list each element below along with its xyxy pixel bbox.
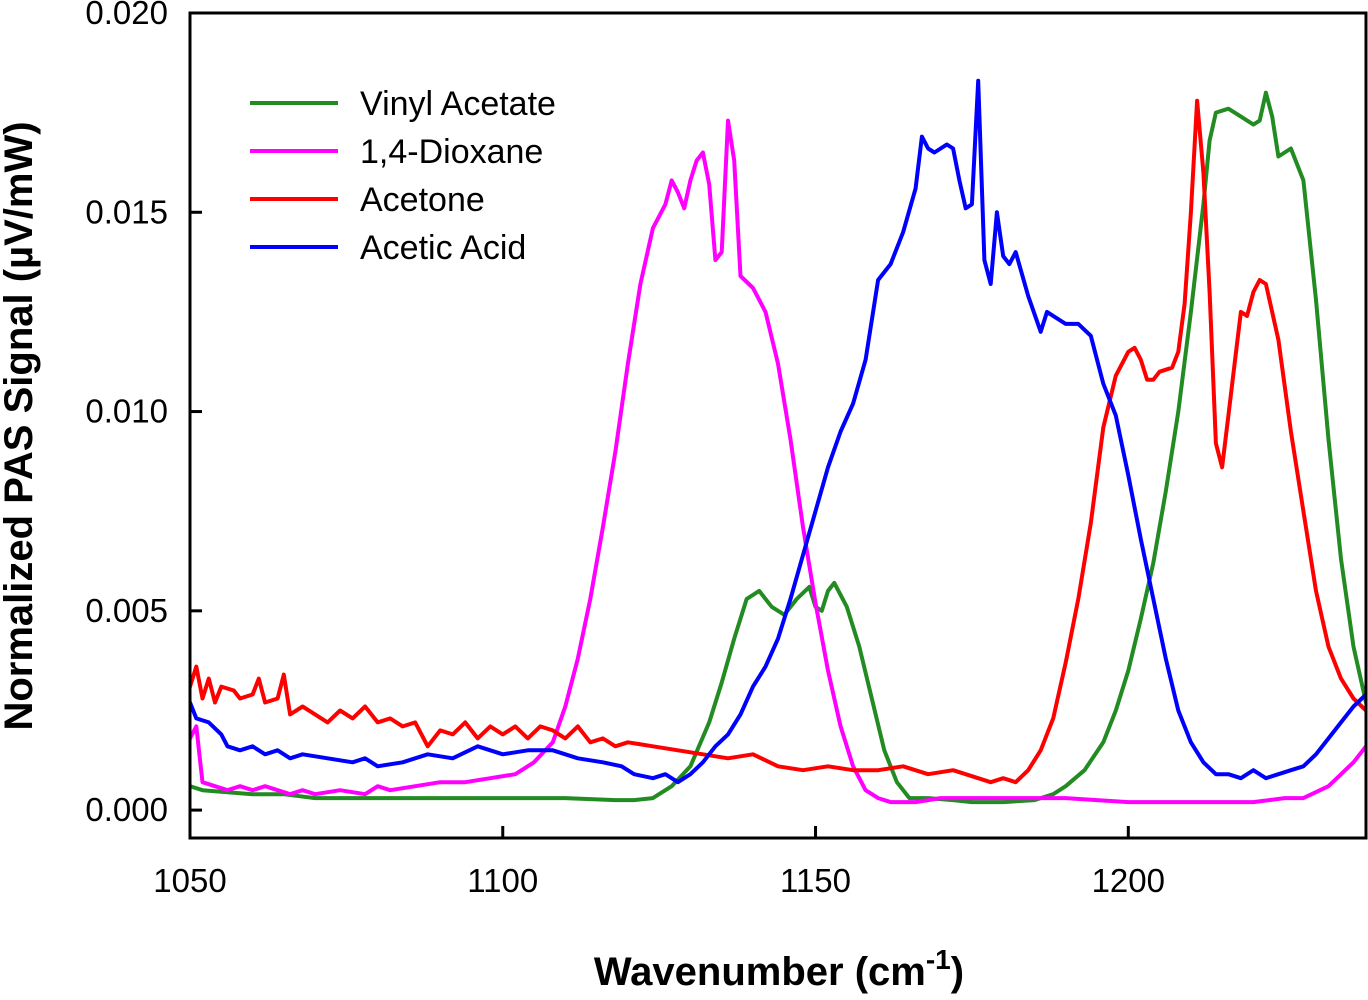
series-line-acetic-acid <box>190 78 1366 785</box>
y-axis-title: Normalized PAS Signal (µV/mW) <box>0 121 41 730</box>
x-tick-label: 1200 <box>1092 862 1165 899</box>
x-axis-title-close: ) <box>951 950 964 994</box>
series-line-acetone <box>190 98 1366 785</box>
series-line-1-4-dioxane <box>190 118 1366 805</box>
legend-label: Acetic Acid <box>360 229 526 267</box>
y-tick-label: 0.000 <box>85 791 168 828</box>
x-tick-label: 1050 <box>153 862 226 899</box>
legend: Vinyl Acetate 1,4-Dioxane Acetone Acetic Ac… <box>250 85 556 267</box>
x-tick-label: 1150 <box>780 862 851 899</box>
ticks-layer: 1050 1100 1150 1200 0.000 0.005 0.010 0.015 0.02… <box>85 0 1165 899</box>
x-axis-title-sup: -1 <box>926 944 951 975</box>
y-tick-label: 0.020 <box>85 0 168 31</box>
x-axis-title: Wavenumber (cm-1) <box>594 944 964 994</box>
legend-label: Vinyl Acetate <box>360 85 556 123</box>
x-axis-title-main: Wavenumber (cm <box>594 950 926 994</box>
legend-label: Acetone <box>360 181 485 219</box>
series-layer <box>190 78 1366 805</box>
plot-frame <box>188 11 1368 840</box>
y-tick-label: 0.015 <box>85 193 168 230</box>
series-line-vinyl-acetate <box>190 90 1366 805</box>
y-tick-label: 0.005 <box>85 592 168 629</box>
legend-label: 1,4-Dioxane <box>360 133 543 171</box>
x-tick-label: 1100 <box>467 862 538 899</box>
y-tick-label: 0.010 <box>85 393 168 430</box>
